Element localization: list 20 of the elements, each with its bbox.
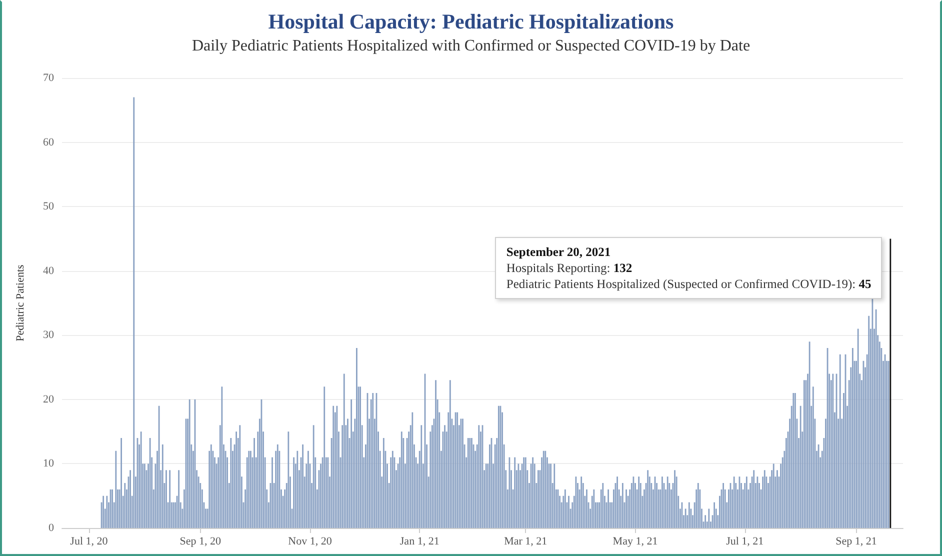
- x-tick-label: Mar 1, 21: [504, 536, 548, 548]
- y-tick-label: 50: [43, 200, 54, 213]
- x-tick-label: May 1, 21: [612, 536, 658, 548]
- y-axis-title: Pediatric Patients: [14, 264, 26, 342]
- y-tick-label: 40: [43, 264, 54, 277]
- annotation: September 20, 2021 Hospitals Reporting: 132 Pediatric Patients Hospitalized (Suspected or Confirmed COVID-19): 45: [506, 244, 872, 292]
- y-tick-label: 20: [43, 393, 54, 406]
- x-tick-label: Jul 1, 20: [70, 536, 108, 548]
- y-tick-label: 70: [43, 72, 54, 84]
- y-tick-label: 10: [43, 458, 54, 470]
- y-tick-label: 0: [48, 522, 54, 534]
- x-tick-label: Jul 1, 21: [726, 536, 764, 548]
- x-tick-label: Sep 1, 21: [836, 536, 877, 548]
- x-tick-label: Sep 1, 20: [180, 536, 222, 548]
- y-tick-label: 60: [43, 136, 54, 148]
- chart-title: Hospital Capacity: Pediatric Hospitalizations: [268, 10, 674, 34]
- x-tick-label: Nov 1, 20: [288, 536, 332, 548]
- y-tick-label: 30: [43, 329, 54, 342]
- chart-subtitle: Daily Pediatric Patients Hospitalized with Confirmed or Suspected COVID-19 by Date: [192, 38, 750, 54]
- x-tick-label: Jan 1, 21: [400, 536, 440, 548]
